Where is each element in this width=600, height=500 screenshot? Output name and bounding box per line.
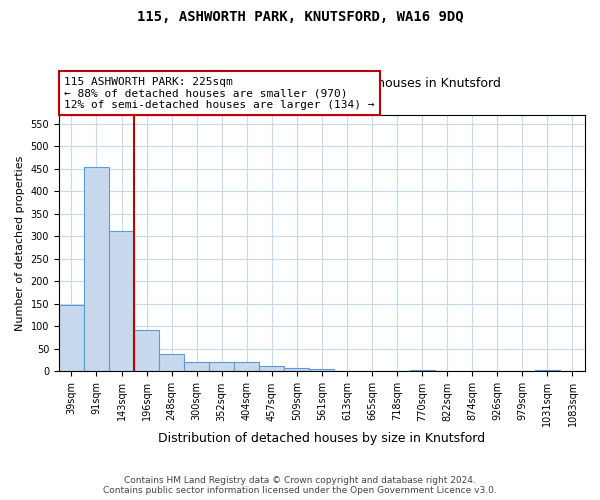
Bar [310,369,334,372]
Bar [259,366,284,372]
Text: Contains HM Land Registry data © Crown copyright and database right 2024.
Contai: Contains HM Land Registry data © Crown c… [103,476,497,495]
Title: Size of property relative to detached houses in Knutsford: Size of property relative to detached ho… [143,77,501,90]
Bar [410,370,434,372]
Text: 115, ASHWORTH PARK, KNUTSFORD, WA16 9DQ: 115, ASHWORTH PARK, KNUTSFORD, WA16 9DQ [137,10,463,24]
Text: 115 ASHWORTH PARK: 225sqm
← 88% of detached houses are smaller (970)
12% of semi: 115 ASHWORTH PARK: 225sqm ← 88% of detac… [64,76,374,110]
Bar [184,362,209,372]
X-axis label: Distribution of detached houses by size in Knutsford: Distribution of detached houses by size … [158,432,485,445]
Bar [234,362,259,372]
Bar [159,354,184,372]
Bar [59,305,84,372]
Bar [84,166,109,372]
Bar [535,370,560,372]
Bar [109,230,134,372]
Bar [134,330,159,372]
Bar [284,368,310,372]
Bar [209,362,234,372]
Y-axis label: Number of detached properties: Number of detached properties [15,156,25,331]
